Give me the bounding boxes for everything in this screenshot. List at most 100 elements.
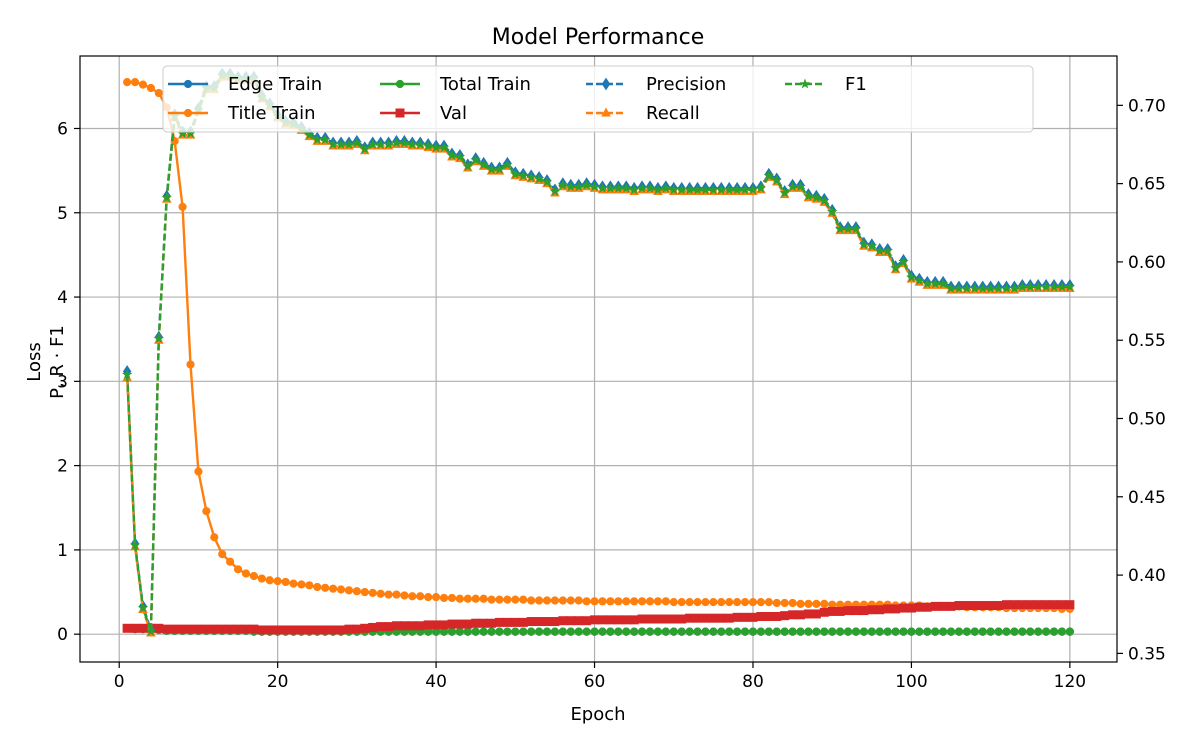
data-point <box>550 596 560 605</box>
data-point <box>748 627 758 636</box>
data-point <box>137 602 149 613</box>
legend-label: Edge Train <box>228 74 322 95</box>
data-point <box>549 185 561 196</box>
data-point <box>392 590 401 599</box>
data-point <box>820 627 829 636</box>
data-point <box>747 184 759 195</box>
data-point <box>859 606 869 616</box>
data-point <box>399 621 409 631</box>
data-point <box>740 612 750 622</box>
data-point <box>154 88 163 98</box>
data-point <box>178 624 188 634</box>
y-tick-label-left: 2 <box>57 457 68 477</box>
x-tick-label: 120 <box>1054 672 1086 692</box>
data-point <box>161 192 172 203</box>
data-point <box>257 625 267 635</box>
data-point <box>383 138 394 149</box>
data-point <box>416 592 425 601</box>
data-point <box>241 569 251 578</box>
data-point <box>400 591 409 600</box>
data-point <box>914 602 924 612</box>
legend-item: Val <box>380 103 467 124</box>
data-point <box>795 181 806 192</box>
data-point <box>630 627 639 636</box>
data-point <box>733 627 742 636</box>
data-point <box>527 627 536 636</box>
data-point <box>557 179 569 190</box>
data-point <box>717 627 726 636</box>
data-point <box>630 597 639 606</box>
data-point <box>217 624 227 634</box>
data-point <box>130 78 140 87</box>
data-point <box>883 604 893 614</box>
data-point <box>336 585 346 594</box>
data-point <box>780 598 789 608</box>
data-point <box>574 596 583 605</box>
data-point <box>463 619 473 629</box>
data-point <box>661 614 671 624</box>
data-point <box>194 467 203 476</box>
data-point <box>661 627 670 636</box>
data-point <box>740 627 750 636</box>
data-point <box>653 597 663 606</box>
data-point <box>899 603 908 613</box>
data-point <box>510 168 521 179</box>
data-point <box>186 624 196 634</box>
data-point <box>1041 600 1051 610</box>
data-point <box>138 80 148 89</box>
data-point <box>922 602 932 612</box>
data-point <box>788 610 798 620</box>
data-point <box>312 625 322 635</box>
data-point <box>510 617 520 627</box>
data-point <box>233 565 243 574</box>
data-point <box>677 614 687 624</box>
data-point <box>851 627 861 636</box>
legend-item: Edge Train <box>168 74 322 95</box>
data-point <box>716 613 726 623</box>
data-point <box>693 613 703 623</box>
data-point <box>573 181 584 192</box>
data-point <box>796 610 806 620</box>
data-point <box>621 182 632 193</box>
data-point <box>796 599 805 608</box>
data-point <box>780 611 790 621</box>
data-point <box>447 593 457 603</box>
data-point <box>796 627 805 636</box>
data-point <box>725 627 734 636</box>
data-point <box>289 579 298 588</box>
y-tick-label-right: 0.40 <box>1128 566 1166 586</box>
data-point <box>931 627 940 636</box>
data-point <box>772 627 781 636</box>
data-point <box>866 240 878 251</box>
data-point <box>574 627 583 636</box>
data-point <box>225 624 235 634</box>
data-point <box>265 576 274 585</box>
legend-item: F1 <box>785 74 867 95</box>
data-point <box>589 181 600 192</box>
data-point <box>351 137 363 148</box>
data-point <box>677 627 686 636</box>
data-point <box>978 601 988 611</box>
y-tick-label-right: 0.45 <box>1128 488 1166 508</box>
data-point <box>954 601 964 611</box>
data-point <box>978 627 987 636</box>
data-point <box>875 627 884 636</box>
x-tick-label: 100 <box>895 672 927 692</box>
data-point <box>146 83 156 93</box>
data-point <box>321 583 330 592</box>
y-tick-label-left: 5 <box>57 204 68 224</box>
data-point <box>914 275 925 286</box>
data-point <box>550 617 560 627</box>
data-point <box>178 202 187 211</box>
data-point <box>970 601 980 611</box>
data-point <box>780 627 789 636</box>
data-point <box>130 623 140 633</box>
legend-marker <box>601 107 611 117</box>
x-tick-label: 20 <box>267 672 289 692</box>
data-point <box>614 627 623 636</box>
data-point <box>542 617 552 627</box>
data-point <box>249 571 258 581</box>
data-point <box>826 206 838 217</box>
series-val <box>122 600 1075 635</box>
data-point <box>304 625 314 635</box>
